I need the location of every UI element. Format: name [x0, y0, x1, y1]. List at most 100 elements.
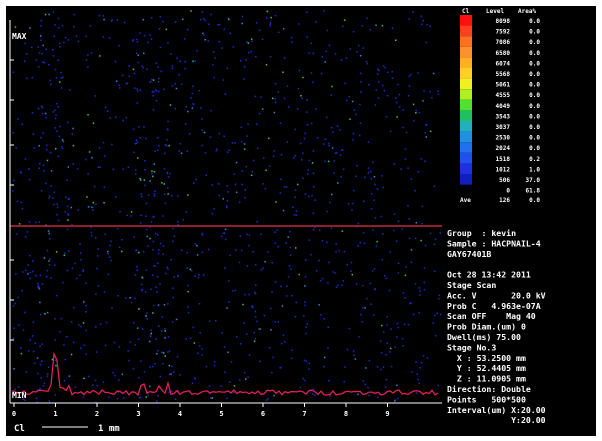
signal-pixel	[425, 136, 427, 138]
signal-pixel	[45, 116, 47, 119]
signal-pixel	[338, 249, 340, 252]
signal-pixel	[104, 233, 106, 236]
signal-pixel	[304, 276, 307, 278]
signal-pixel	[372, 229, 374, 232]
signal-pixel	[54, 24, 56, 26]
signal-pixel	[59, 331, 61, 333]
signal-pixel	[44, 313, 46, 315]
signal-pixel	[141, 328, 144, 330]
signal-pixel	[404, 297, 406, 299]
signal-pixel	[408, 75, 411, 78]
signal-pixel	[419, 294, 421, 296]
signal-pixel	[378, 69, 380, 72]
signal-pixel	[165, 145, 168, 147]
signal-pixel	[359, 55, 362, 57]
signal-pixel	[143, 179, 146, 181]
signal-pixel	[343, 381, 346, 383]
signal-pixel	[265, 399, 268, 401]
info-line: Direction: Double	[447, 384, 531, 394]
info-line: Interval(um) X:20.00	[447, 405, 546, 415]
signal-pixel	[138, 308, 140, 310]
signal-pixel	[382, 233, 384, 235]
signal-pixel	[327, 160, 330, 163]
signal-pixel	[209, 320, 211, 323]
signal-pixel	[367, 141, 370, 143]
signal-pixel	[157, 395, 159, 397]
signal-pixel	[263, 157, 265, 159]
signal-pixel	[415, 109, 417, 112]
signal-pixel	[236, 336, 238, 338]
signal-pixel	[82, 270, 84, 272]
signal-pixel	[79, 243, 81, 245]
signal-pixel	[92, 201, 94, 204]
signal-pixel	[136, 141, 139, 143]
signal-pixel	[58, 26, 60, 29]
signal-pixel	[377, 68, 379, 71]
signal-pixel	[326, 116, 328, 119]
signal-pixel	[349, 48, 352, 50]
signal-pixel	[136, 41, 139, 43]
signal-pixel	[173, 276, 176, 278]
signal-pixel	[379, 340, 382, 342]
signal-pixel	[132, 128, 135, 130]
signal-pixel	[273, 394, 275, 397]
signal-pixel	[243, 78, 245, 80]
signal-pixel	[419, 290, 421, 292]
signal-pixel	[279, 122, 282, 124]
signal-pixel	[260, 96, 262, 98]
signal-pixel	[22, 329, 25, 331]
signal-pixel	[145, 202, 148, 205]
signal-pixel	[224, 228, 227, 230]
signal-pixel	[360, 72, 362, 75]
signal-pixel	[163, 168, 166, 170]
signal-pixel	[148, 340, 151, 343]
signal-pixel	[155, 338, 157, 340]
signal-pixel	[39, 345, 41, 347]
signal-pixel	[287, 106, 290, 108]
signal-pixel	[154, 232, 157, 235]
map-signal	[12, 10, 442, 403]
signal-pixel	[213, 51, 215, 53]
signal-pixel	[274, 242, 276, 244]
signal-pixel	[56, 206, 59, 209]
signal-pixel	[410, 178, 413, 180]
signal-pixel	[199, 332, 201, 334]
signal-pixel	[130, 211, 133, 213]
signal-pixel	[130, 215, 132, 217]
legend-area: 0.0	[529, 82, 540, 89]
signal-pixel	[212, 64, 214, 66]
signal-pixel	[240, 126, 242, 129]
signal-pixel	[408, 18, 410, 20]
signal-pixel	[277, 91, 280, 93]
signal-pixel	[179, 60, 181, 62]
signal-pixel	[150, 38, 153, 40]
signal-pixel	[54, 339, 57, 341]
color-swatch	[460, 142, 472, 153]
signal-pixel	[39, 387, 41, 390]
signal-pixel	[350, 261, 353, 264]
signal-pixel	[147, 394, 149, 397]
signal-pixel	[24, 395, 26, 397]
signal-pixel	[52, 49, 54, 51]
signal-pixel	[335, 286, 338, 288]
signal-pixel	[158, 145, 160, 147]
signal-pixel	[302, 152, 304, 154]
signal-pixel	[297, 87, 300, 90]
signal-pixel	[122, 397, 125, 399]
signal-pixel	[303, 137, 306, 140]
signal-pixel	[402, 345, 404, 347]
signal-pixel	[167, 268, 169, 270]
signal-pixel	[65, 196, 67, 199]
signal-pixel	[365, 367, 367, 369]
signal-pixel	[395, 39, 397, 41]
signal-pixel	[289, 246, 292, 249]
signal-pixel	[315, 21, 317, 23]
signal-pixel	[149, 366, 151, 368]
signal-pixel	[423, 281, 425, 284]
signal-pixel	[177, 275, 179, 278]
signal-pixel	[86, 196, 88, 198]
signal-pixel	[410, 249, 413, 251]
signal-pixel	[74, 386, 77, 388]
signal-pixel	[146, 235, 148, 238]
signal-pixel	[80, 325, 82, 328]
